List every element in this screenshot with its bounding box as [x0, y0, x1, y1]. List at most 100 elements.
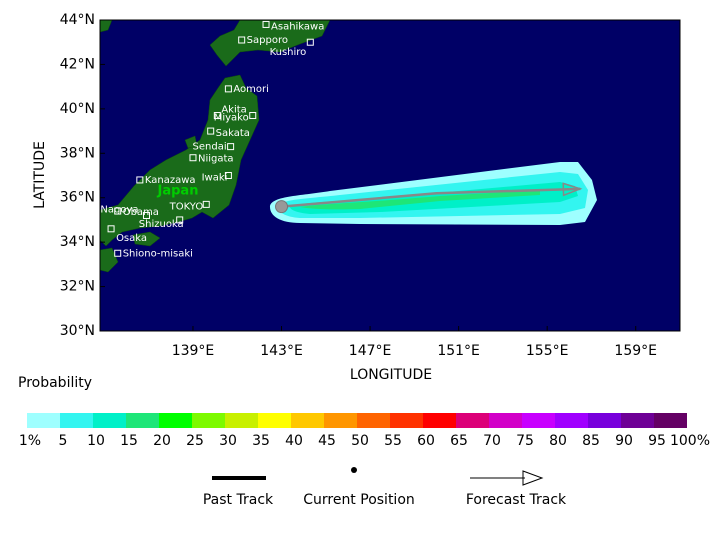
city-label: Kushiro	[270, 47, 307, 58]
city-marker	[176, 216, 184, 224]
colorbar-swatch	[60, 413, 93, 428]
city-marker	[227, 143, 235, 151]
city-marker	[114, 249, 122, 257]
colorbar-label: 95	[648, 433, 666, 449]
city-marker	[213, 112, 221, 120]
country-label: Japan	[157, 184, 199, 199]
colorbar-swatch	[555, 413, 588, 428]
colorbar-swatch	[27, 413, 60, 428]
colorbar-label: 1%	[19, 433, 41, 449]
city-marker	[238, 36, 246, 44]
legend-label: Current Position	[303, 492, 415, 508]
y-tick-label: 44°N	[60, 12, 95, 28]
x-tick-label: 139°E	[172, 343, 215, 359]
colorbar-swatch	[423, 413, 456, 428]
city-label: TOKYO	[169, 201, 204, 212]
colorbar-swatch	[126, 413, 159, 428]
colorbar-swatch	[93, 413, 126, 428]
colorbar-label: 65	[450, 433, 468, 449]
city-label: Iwaki	[202, 173, 228, 184]
city-label: Sapporo	[247, 35, 288, 46]
colorbar-label: 40	[285, 433, 303, 449]
city-label: Akita	[221, 105, 246, 116]
colorbar-swatch	[522, 413, 555, 428]
legend-label: Past Track	[203, 492, 274, 508]
forecast-track	[281, 189, 581, 208]
colorbar-label: 100%	[670, 433, 710, 449]
colorbar-swatch	[324, 413, 357, 428]
city-marker	[224, 172, 232, 179]
y-tick-label: 34°N	[60, 234, 95, 250]
colorbar-swatch	[357, 413, 390, 428]
legend-label: Forecast Track	[466, 492, 567, 508]
city-label: Kanazawa	[145, 175, 196, 186]
colorbar-label: 15	[120, 433, 138, 449]
colorbar-swatch	[291, 413, 324, 428]
city-label: Asahikawa	[271, 21, 324, 32]
x-tick-label: 159°E	[614, 343, 657, 359]
colorbar-label: 25	[186, 433, 204, 449]
colorbar-swatch	[456, 413, 489, 428]
y-tick-label: 40°N	[60, 101, 95, 117]
colorbar-title: Probability	[18, 375, 92, 391]
y-tick-label: 32°N	[60, 279, 95, 295]
colorbar-swatch	[258, 413, 291, 428]
city-label: Nagoya	[100, 204, 138, 215]
colorbar-swatch	[390, 413, 423, 428]
map-frame	[99, 19, 681, 332]
colorbar-swatch	[225, 413, 258, 428]
colorbar-label: 70	[483, 433, 501, 449]
city-marker	[262, 20, 270, 28]
colorbar-swatch	[588, 413, 621, 428]
city-label: Miyako	[214, 113, 249, 124]
y-tick-label: 42°N	[60, 56, 95, 72]
colorbar-swatch	[489, 413, 522, 428]
colorbar-label: 85	[582, 433, 600, 449]
colorbar-label: 80	[549, 433, 567, 449]
colorbar-label: 55	[384, 433, 402, 449]
colorbar-label: 10	[87, 433, 105, 449]
city-label: Niigata	[198, 154, 234, 165]
city-marker	[207, 127, 215, 135]
forecast-track-arrow-symbol	[522, 470, 544, 486]
x-axis-label: LONGITUDE	[350, 367, 432, 383]
colorbar-label: 5	[59, 433, 68, 449]
city-label: Sakata	[216, 128, 250, 139]
city-marker	[142, 211, 150, 219]
current-position-symbol	[351, 467, 357, 473]
city-label: Sendai	[193, 142, 227, 153]
x-tick-label: 155°E	[526, 343, 569, 359]
colorbar-label: 45	[318, 433, 336, 449]
city-marker	[114, 207, 122, 215]
x-tick-label: 143°E	[260, 343, 303, 359]
colorbar-label: 50	[351, 433, 369, 449]
city-marker	[136, 176, 144, 184]
colorbar-swatch	[192, 413, 225, 428]
colorbar-label: 30	[219, 433, 237, 449]
colorbar-swatch	[621, 413, 654, 428]
city-label: Obama	[123, 207, 159, 218]
colorbar-label: 60	[417, 433, 435, 449]
city-label: Aomori	[233, 84, 269, 95]
city-marker	[202, 200, 210, 208]
land	[100, 20, 331, 273]
city-label: Osaka	[116, 233, 147, 244]
x-tick-label: 151°E	[437, 343, 480, 359]
y-tick-label: 36°N	[60, 190, 95, 206]
colorbar-label: 35	[252, 433, 270, 449]
colorbar-swatch	[159, 413, 192, 428]
city-marker	[249, 112, 257, 120]
city-marker	[306, 38, 314, 46]
city-marker	[189, 154, 197, 162]
y-tick-label: 30°N	[60, 323, 95, 339]
colorbar-swatch	[654, 413, 687, 428]
city-label: Shiono-misaki	[123, 248, 193, 259]
colorbar-label: 75	[516, 433, 534, 449]
city-marker	[107, 225, 115, 233]
colorbar-label: 90	[615, 433, 633, 449]
city-label: Shizuoka	[139, 219, 184, 230]
city-marker	[224, 85, 232, 93]
colorbar-label: 20	[153, 433, 171, 449]
x-tick-label: 147°E	[349, 343, 392, 359]
